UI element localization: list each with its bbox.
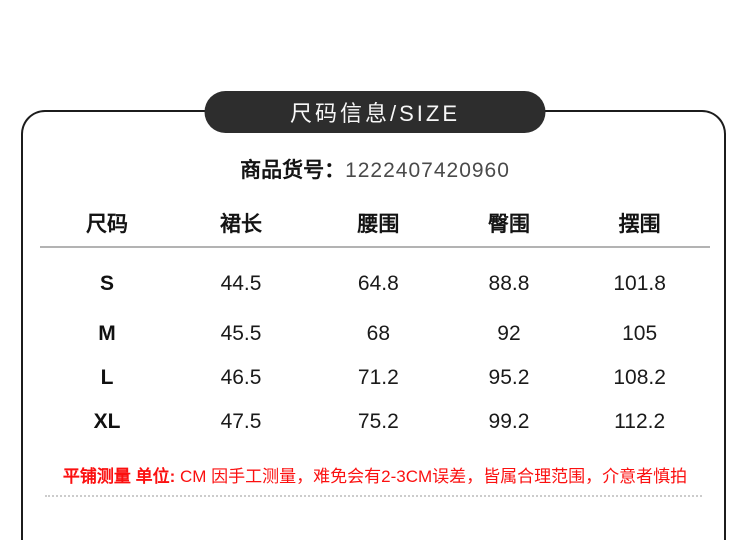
size-table-header-row: 尺码 裙长 腰围 臀围 摆围 — [40, 200, 710, 248]
column-header-hem: 摆围 — [569, 200, 710, 248]
column-header-size: 尺码 — [40, 200, 174, 248]
size-table-container: 尺码 裙长 腰围 臀围 摆围 S 44.5 64.8 88.8 101.8 M … — [40, 200, 710, 444]
column-header-hip: 臀围 — [448, 200, 570, 248]
size-label: L — [100, 366, 114, 389]
measurement-value: 112.2 — [614, 410, 666, 433]
table-row: S 44.5 64.8 88.8 101.8 — [40, 247, 710, 312]
size-table: 尺码 裙长 腰围 臀围 摆围 S 44.5 64.8 88.8 101.8 M … — [40, 200, 710, 444]
table-row: L 46.5 71.2 95.2 108.2 — [40, 356, 710, 400]
table-row: XL 47.5 75.2 99.2 112.2 — [40, 400, 710, 444]
disclaimer-text: CM 因手工测量，难免会有2-3CM误差，皆属合理范围，介意者慎拍 — [175, 467, 688, 486]
table-row: M 45.5 68 92 105 — [40, 312, 710, 356]
measurement-value: 44.5 — [220, 272, 262, 295]
product-number-value: 1222407420960 — [345, 159, 510, 182]
measurement-value: 47.5 — [220, 410, 262, 433]
product-number-label: 商品货号： — [240, 159, 346, 182]
size-info-banner: 尺码信息/SIZE — [204, 91, 546, 133]
column-header-waist: 腰围 — [308, 200, 449, 248]
measurement-value: 88.8 — [488, 272, 530, 295]
size-info-banner-label: 尺码信息/SIZE — [289, 101, 460, 126]
measurement-value: 64.8 — [357, 272, 399, 295]
measurement-value: 95.2 — [488, 366, 530, 389]
measurement-value: 99.2 — [488, 410, 530, 433]
column-header-skirt-length: 裙长 — [174, 200, 308, 248]
size-label: XL — [93, 410, 121, 433]
measurement-value: 108.2 — [613, 366, 666, 389]
measurement-value: 92 — [497, 322, 521, 345]
measurement-value: 75.2 — [357, 410, 399, 433]
size-label: S — [99, 272, 114, 295]
measurement-disclaimer: 平铺测量 单位: CM 因手工测量，难免会有2-3CM误差，皆属合理范围，介意者… — [0, 466, 750, 488]
measurement-value: 105 — [622, 322, 658, 345]
product-number-line: 商品货号：1222407420960 — [0, 157, 750, 185]
measurement-value: 68 — [366, 322, 391, 345]
measurement-value: 71.2 — [357, 366, 399, 389]
measurement-value: 46.5 — [220, 366, 262, 389]
disclaimer-emphasis: 平铺测量 单位: — [62, 467, 176, 486]
dotted-divider — [45, 495, 702, 497]
measurement-value: 101.8 — [613, 272, 666, 295]
measurement-value: 45.5 — [220, 322, 262, 345]
size-label: M — [98, 322, 116, 345]
